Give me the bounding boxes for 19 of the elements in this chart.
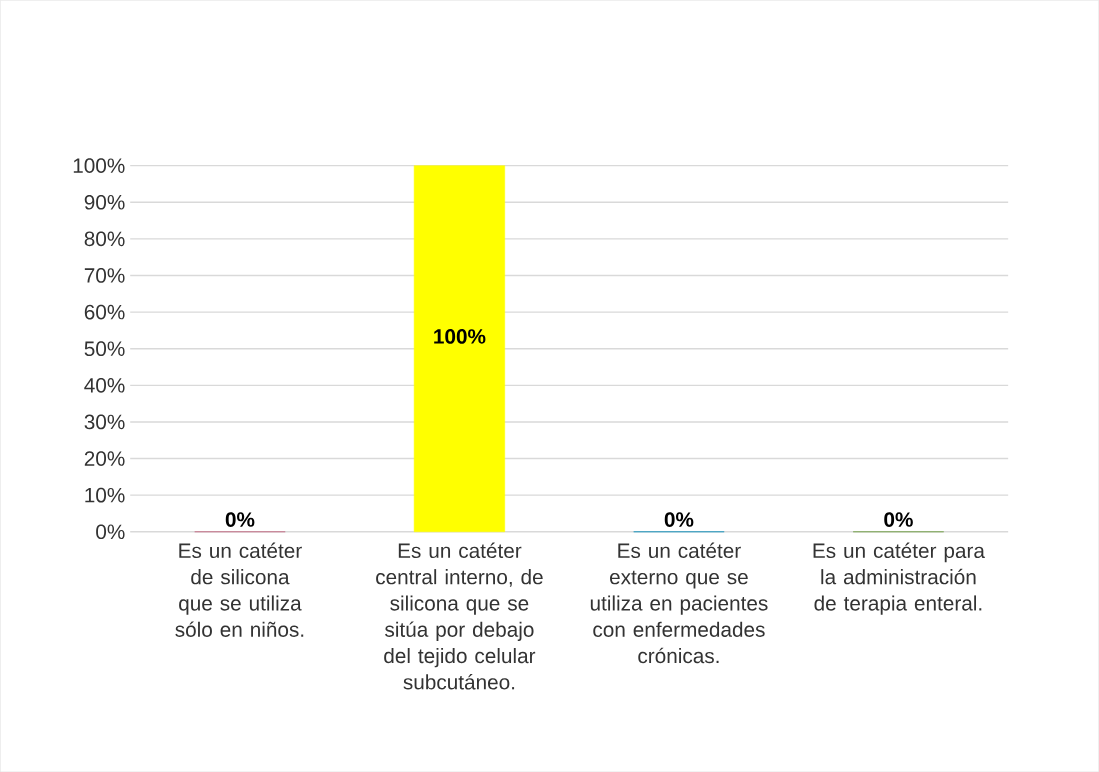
y-tick-label: 50%: [84, 341, 125, 356]
x-tick-label: Es un catéter externo que se utiliza en pacientes con enfermedades crónicas.: [590, 542, 768, 664]
x-tick-label: Es un catéter para la administración de terapia enteral.: [813, 542, 985, 615]
data-label: 0%: [884, 512, 913, 527]
x-tick-label: Es un catéter de silicona que se utiliza sólo en niños.: [175, 542, 304, 637]
y-tick-label: 40%: [84, 377, 125, 393]
y-tick-label: 10%: [85, 487, 125, 503]
y-tick-label: 20%: [84, 451, 125, 466]
y-tick-label: 60%: [84, 304, 125, 320]
y-tick-label: 100%: [73, 158, 125, 173]
y-tick-label: 0%: [96, 524, 125, 540]
x-tick-label: Es un catéter central interno, de silicona que se sitúa por debajo del tejido celular subcutáneo.: [376, 542, 543, 690]
y-tick-label: 90%: [84, 194, 125, 210]
y-tick-label: 70%: [84, 268, 125, 283]
data-label: 0%: [664, 512, 694, 527]
y-tick-label: 30%: [84, 414, 125, 430]
data-label: 0%: [225, 512, 255, 527]
y-tick-label: 80%: [84, 231, 125, 247]
data-label: 100%: [434, 329, 486, 344]
